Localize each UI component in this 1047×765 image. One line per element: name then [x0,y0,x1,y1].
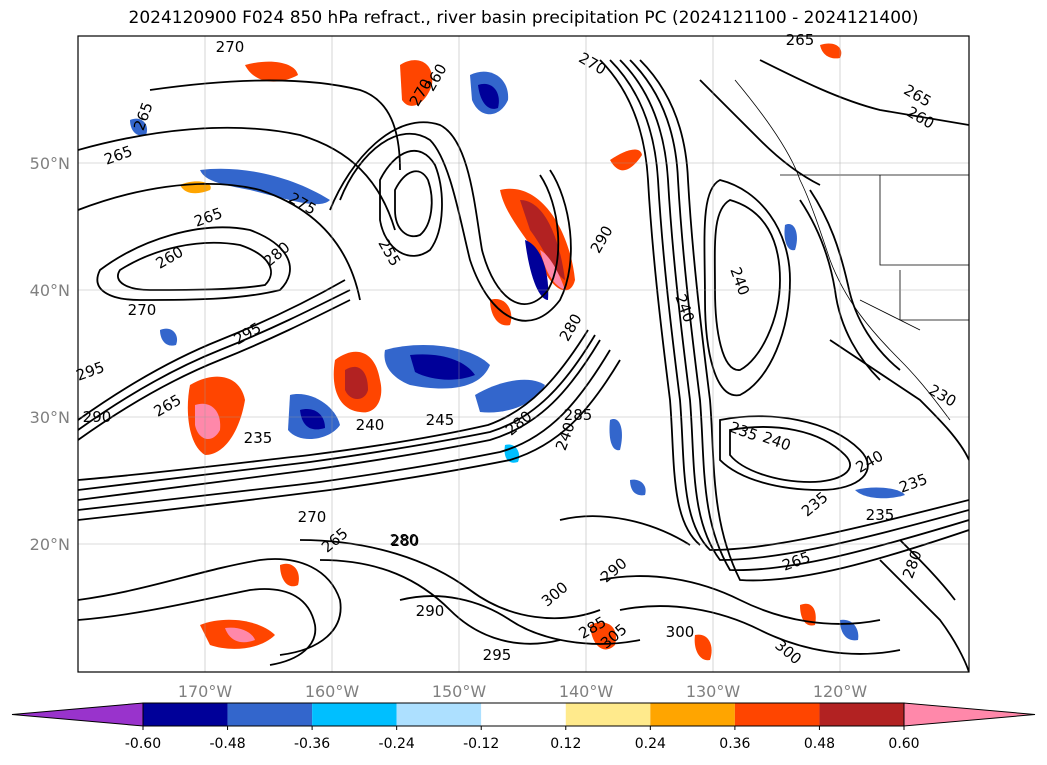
colorbar-outline [142,702,905,727]
contour-label: 270 [128,301,157,319]
contour-label: 235 [866,506,895,524]
contour-label: 290 [416,602,445,620]
colorbar-segment [481,703,566,726]
colorbar-tick-label: 0.60 [888,736,919,752]
colorbar-segment [143,703,228,726]
contour-label: 270 [298,508,327,526]
lat-label: 40°N [30,281,70,300]
lon-label: 170°W [178,682,233,701]
colorbar-tick-label: 0.48 [804,736,835,752]
lat-label: 50°N [30,154,70,173]
colorbar-tick-label: -0.36 [294,736,330,752]
colorbar-extend-high [903,702,1036,727]
contour-label: 235 [244,429,273,447]
colorbar-tick-label: -0.60 [125,736,161,752]
colorbar: -0.60 -0.48 -0.36 -0.24 -0.12 0.12 0.24 0.36 0.4… [11,702,1036,752]
lon-label: 150°W [432,682,487,701]
lon-label: 130°W [686,682,741,701]
colorbar-segment [312,703,397,726]
x-axis-labels: 170°W 160°W 150°W 140°W 130°W 120°W [178,682,868,701]
colorbar-tick-label: 0.36 [719,736,750,752]
refractivity-contours [78,59,969,672]
contour-label: 280 [391,532,420,550]
lat-label: 30°N [30,408,70,427]
colorbar-tick-label: -0.24 [379,736,415,752]
colorbar-segment [650,703,735,726]
colorbar-extend-low [11,702,144,727]
colorbar-tick-label: -0.48 [209,736,245,752]
colorbar-tick-label: 0.24 [635,736,666,752]
contour-label: 300 [666,623,695,641]
negative-anomaly-area [475,379,545,413]
colorbar-segment [565,703,651,726]
graticule [78,36,969,672]
contour-label: 270 [216,38,245,56]
map-title: 2024120900 F024 850 hPa refract., river … [128,8,919,28]
contour-label: 265 [786,31,815,49]
y-axis-labels: 50°N 40°N 30°N 20°N [30,154,70,554]
colorbar-segment [227,703,313,726]
colorbar-segment [396,703,482,726]
colorbar-segment [734,703,820,726]
lon-label: 140°W [559,682,614,701]
contour-label: 245 [426,411,455,429]
colorbar-tick-label: 0.12 [550,736,581,752]
contour-label: 240 [356,416,385,434]
contour-label: 295 [483,646,512,664]
colorbar-tick-label: -0.12 [463,736,499,752]
lat-label: 20°N [30,535,70,554]
contour-label: 280 [390,531,419,549]
colorbar-segment [819,703,904,726]
map-frame [77,35,970,673]
lon-label: 160°W [305,682,360,701]
coastline-borders [734,79,969,421]
lon-label: 120°W [813,682,868,701]
contour-label: 285 [564,406,593,424]
contour-label: 290 [83,408,112,426]
